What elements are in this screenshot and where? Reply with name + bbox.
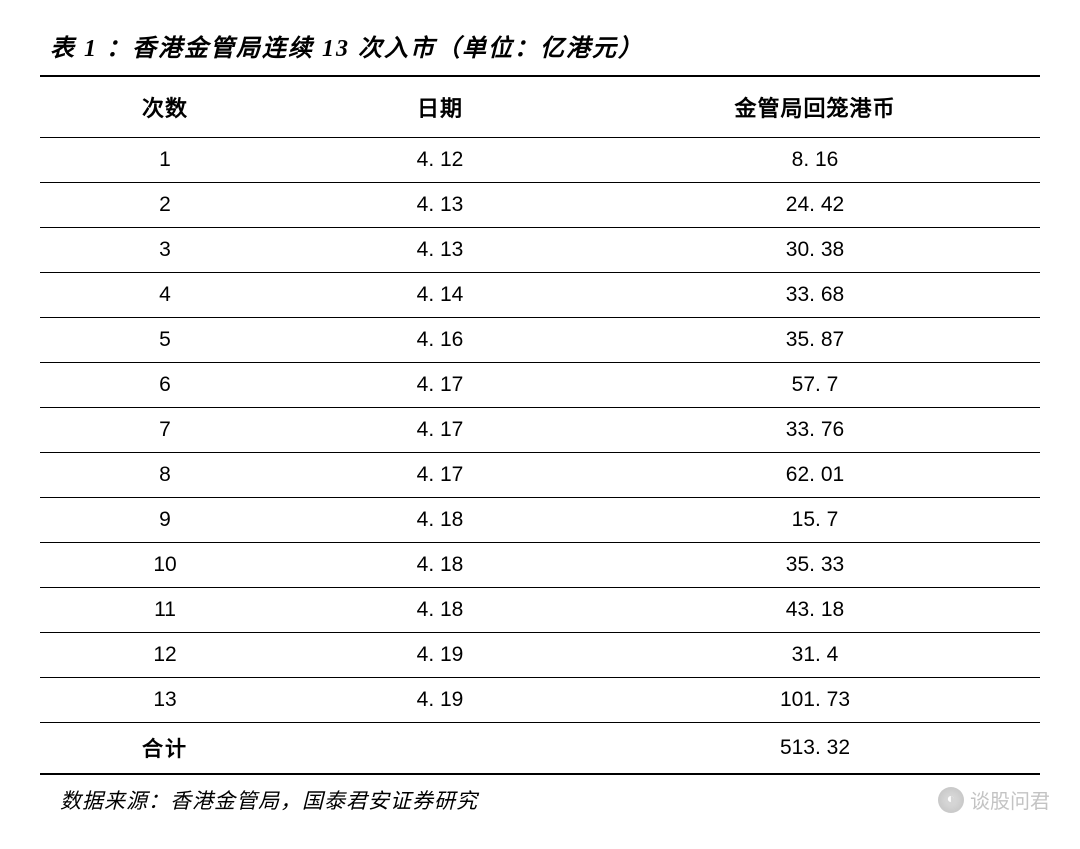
table-row: 114. 1843. 18 [40, 588, 1040, 633]
table-cell: 43. 18 [590, 588, 1040, 633]
table-cell: 4. 18 [290, 588, 590, 633]
table-cell: 4 [40, 273, 290, 318]
table-cell: 10 [40, 543, 290, 588]
table-row: 14. 128. 16 [40, 138, 1040, 183]
table-cell: 101. 73 [590, 678, 1040, 723]
table-cell: 4. 17 [290, 408, 590, 453]
total-label: 合计 [40, 723, 290, 775]
data-source: 数据来源：香港金管局，国泰君安证券研究 [40, 775, 1040, 815]
table-cell: 4. 18 [290, 498, 590, 543]
table-cell: 30. 38 [590, 228, 1040, 273]
column-header-date: 日期 [290, 76, 590, 138]
table-cell: 15. 7 [590, 498, 1040, 543]
table-cell: 4. 18 [290, 543, 590, 588]
table-cell: 4. 13 [290, 183, 590, 228]
table-cell: 31. 4 [590, 633, 1040, 678]
table-cell: 4. 14 [290, 273, 590, 318]
table-cell: 24. 42 [590, 183, 1040, 228]
table-row: 94. 1815. 7 [40, 498, 1040, 543]
table-cell: 57. 7 [590, 363, 1040, 408]
table-cell: 9 [40, 498, 290, 543]
total-empty [290, 723, 590, 775]
table-cell: 12 [40, 633, 290, 678]
table-row: 124. 1931. 4 [40, 633, 1040, 678]
watermark: ◐ 谈股问君 [938, 785, 1050, 814]
table-cell: 4. 13 [290, 228, 590, 273]
wechat-icon: ◐ [938, 787, 964, 813]
total-value: 513. 32 [590, 723, 1040, 775]
table-row: 34. 1330. 38 [40, 228, 1040, 273]
table-row: 134. 19101. 73 [40, 678, 1040, 723]
table-cell: 5 [40, 318, 290, 363]
table-cell: 4. 17 [290, 363, 590, 408]
table-row: 74. 1733. 76 [40, 408, 1040, 453]
table-cell: 1 [40, 138, 290, 183]
watermark-text: 谈股问君 [970, 785, 1050, 814]
table-cell: 35. 33 [590, 543, 1040, 588]
table-cell: 3 [40, 228, 290, 273]
table-cell: 4. 16 [290, 318, 590, 363]
column-header-amount: 金管局回笼港币 [590, 76, 1040, 138]
table-cell: 6 [40, 363, 290, 408]
table-cell: 33. 76 [590, 408, 1040, 453]
table-cell: 2 [40, 183, 290, 228]
table-row: 64. 1757. 7 [40, 363, 1040, 408]
table-row: 104. 1835. 33 [40, 543, 1040, 588]
table-cell: 7 [40, 408, 290, 453]
table-cell: 8. 16 [590, 138, 1040, 183]
table-row: 84. 1762. 01 [40, 453, 1040, 498]
table-row: 24. 1324. 42 [40, 183, 1040, 228]
table-cell: 62. 01 [590, 453, 1040, 498]
table-cell: 4. 19 [290, 678, 590, 723]
table-title: 表 1 ：香港金管局连续 13 次入市（单位：亿港元） [40, 20, 1040, 75]
table-cell: 8 [40, 453, 290, 498]
table-header-row: 次数 日期 金管局回笼港币 [40, 76, 1040, 138]
table-cell: 13 [40, 678, 290, 723]
data-table: 次数 日期 金管局回笼港币 14. 128. 1624. 1324. 4234.… [40, 75, 1040, 775]
table-cell: 4. 19 [290, 633, 590, 678]
table-cell: 4. 12 [290, 138, 590, 183]
table-row: 44. 1433. 68 [40, 273, 1040, 318]
table-cell: 11 [40, 588, 290, 633]
table-row: 54. 1635. 87 [40, 318, 1040, 363]
column-header-count: 次数 [40, 76, 290, 138]
table-cell: 35. 87 [590, 318, 1040, 363]
table-total-row: 合计 513. 32 [40, 723, 1040, 775]
table-cell: 33. 68 [590, 273, 1040, 318]
table-cell: 4. 17 [290, 453, 590, 498]
table-wrapper: 次数 日期 金管局回笼港币 14. 128. 1624. 1324. 4234.… [40, 75, 1040, 775]
